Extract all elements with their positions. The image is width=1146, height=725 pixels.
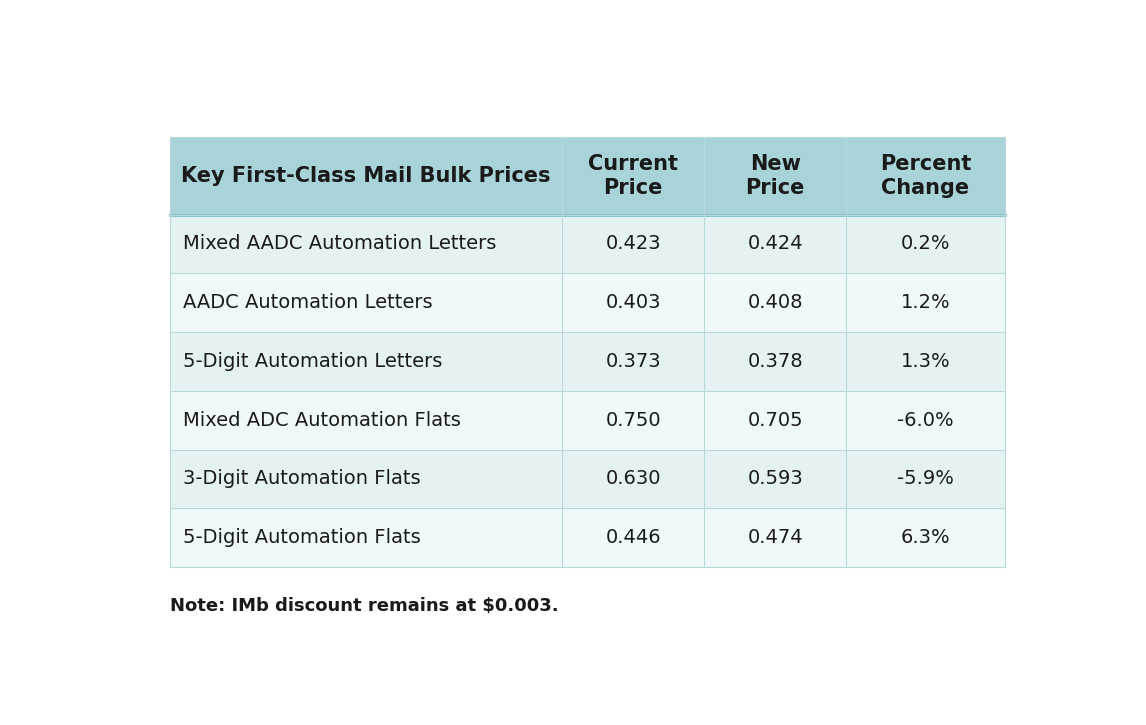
Bar	[846, 508, 1005, 567]
Bar	[704, 273, 846, 332]
Bar	[170, 215, 563, 273]
Text: Key First-Class Mail Bulk Prices: Key First-Class Mail Bulk Prices	[181, 166, 551, 186]
Text: 0.403: 0.403	[605, 293, 661, 312]
Text: 0.424: 0.424	[747, 234, 803, 254]
Bar	[704, 508, 846, 567]
Text: Note: IMb discount remains at $0.003.: Note: IMb discount remains at $0.003.	[170, 597, 558, 616]
Bar	[170, 391, 563, 450]
Bar	[704, 332, 846, 391]
Text: -6.0%: -6.0%	[897, 411, 953, 430]
Bar	[170, 508, 563, 567]
Text: 5-Digit Automation Flats: 5-Digit Automation Flats	[183, 529, 421, 547]
Text: 5-Digit Automation Letters: 5-Digit Automation Letters	[183, 352, 442, 371]
Text: 0.378: 0.378	[747, 352, 803, 371]
Text: 0.630: 0.630	[605, 470, 661, 489]
Text: AADC Automation Letters: AADC Automation Letters	[183, 293, 433, 312]
Bar	[170, 137, 563, 215]
Text: 3-Digit Automation Flats: 3-Digit Automation Flats	[183, 470, 421, 489]
Bar	[846, 450, 1005, 508]
Text: 0.423: 0.423	[605, 234, 661, 254]
Bar	[563, 137, 704, 215]
Bar	[170, 332, 563, 391]
Bar	[704, 215, 846, 273]
Bar	[563, 215, 704, 273]
Bar	[846, 273, 1005, 332]
Bar	[563, 508, 704, 567]
Text: 0.2%: 0.2%	[901, 234, 950, 254]
Bar	[846, 391, 1005, 450]
Bar	[563, 450, 704, 508]
Bar	[170, 450, 563, 508]
Bar	[846, 215, 1005, 273]
Bar	[563, 391, 704, 450]
Text: -5.9%: -5.9%	[897, 470, 953, 489]
Bar	[846, 332, 1005, 391]
Text: 0.750: 0.750	[605, 411, 661, 430]
Text: 0.705: 0.705	[747, 411, 803, 430]
Text: 1.2%: 1.2%	[901, 293, 950, 312]
Text: Mixed ADC Automation Flats: Mixed ADC Automation Flats	[183, 411, 461, 430]
Bar	[704, 450, 846, 508]
Text: 0.408: 0.408	[747, 293, 803, 312]
Text: Current
Price: Current Price	[588, 154, 678, 199]
Text: 1.3%: 1.3%	[901, 352, 950, 371]
Text: 0.474: 0.474	[747, 529, 803, 547]
Bar	[704, 137, 846, 215]
Bar	[704, 391, 846, 450]
Bar	[563, 332, 704, 391]
Bar	[563, 273, 704, 332]
Text: Mixed AADC Automation Letters: Mixed AADC Automation Letters	[183, 234, 496, 254]
Text: 6.3%: 6.3%	[901, 529, 950, 547]
Text: 0.593: 0.593	[747, 470, 803, 489]
Bar	[170, 273, 563, 332]
Text: 0.446: 0.446	[605, 529, 661, 547]
Text: 0.373: 0.373	[605, 352, 661, 371]
Text: New
Price: New Price	[746, 154, 804, 199]
Bar	[846, 137, 1005, 215]
Text: Percent
Change: Percent Change	[880, 154, 971, 199]
